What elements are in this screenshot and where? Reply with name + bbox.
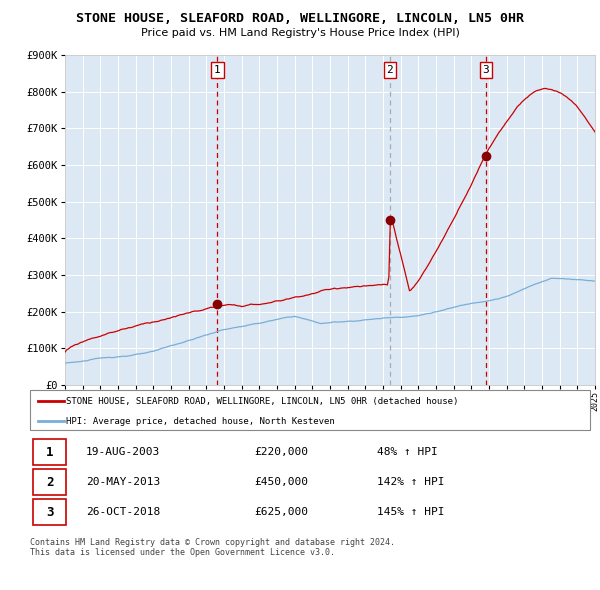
FancyBboxPatch shape (33, 499, 67, 525)
Text: £220,000: £220,000 (254, 447, 308, 457)
Text: 20-MAY-2013: 20-MAY-2013 (86, 477, 160, 487)
Text: 2: 2 (386, 65, 393, 75)
Text: 145% ↑ HPI: 145% ↑ HPI (377, 507, 445, 517)
Text: STONE HOUSE, SLEAFORD ROAD, WELLINGORE, LINCOLN, LN5 0HR (detached house): STONE HOUSE, SLEAFORD ROAD, WELLINGORE, … (67, 396, 459, 406)
Text: 19-AUG-2003: 19-AUG-2003 (86, 447, 160, 457)
FancyBboxPatch shape (30, 390, 590, 430)
Text: Price paid vs. HM Land Registry's House Price Index (HPI): Price paid vs. HM Land Registry's House … (140, 28, 460, 38)
Text: HPI: Average price, detached house, North Kesteven: HPI: Average price, detached house, Nort… (67, 417, 335, 426)
Text: 3: 3 (482, 65, 489, 75)
Text: £450,000: £450,000 (254, 477, 308, 487)
FancyBboxPatch shape (33, 440, 67, 464)
Text: 142% ↑ HPI: 142% ↑ HPI (377, 477, 445, 487)
Text: 1: 1 (46, 445, 53, 458)
Text: 2: 2 (46, 476, 53, 489)
Text: £625,000: £625,000 (254, 507, 308, 517)
Text: 48% ↑ HPI: 48% ↑ HPI (377, 447, 438, 457)
Text: 26-OCT-2018: 26-OCT-2018 (86, 507, 160, 517)
Text: STONE HOUSE, SLEAFORD ROAD, WELLINGORE, LINCOLN, LN5 0HR: STONE HOUSE, SLEAFORD ROAD, WELLINGORE, … (76, 12, 524, 25)
Text: 3: 3 (46, 506, 53, 519)
FancyBboxPatch shape (33, 470, 67, 494)
Text: Contains HM Land Registry data © Crown copyright and database right 2024.
This d: Contains HM Land Registry data © Crown c… (30, 538, 395, 558)
Text: 1: 1 (214, 65, 221, 75)
